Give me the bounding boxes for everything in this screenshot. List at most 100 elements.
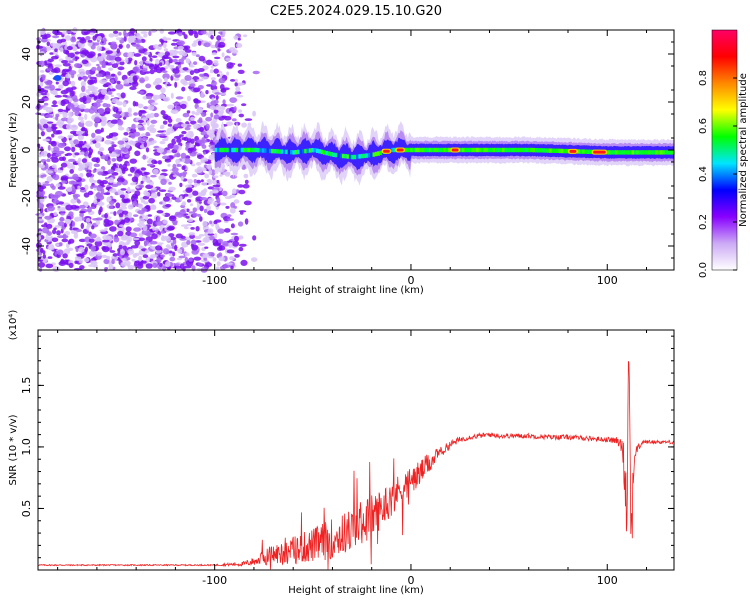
signal-core <box>563 148 567 154</box>
noise-blob <box>47 152 51 158</box>
noise-blob <box>121 210 129 215</box>
figure-title: C2E5.2024.029.15.10.G20 <box>270 4 442 19</box>
noise-blob <box>132 237 140 241</box>
noise-blob <box>183 157 191 164</box>
noise-blob <box>222 30 226 36</box>
noise-blob <box>138 255 143 262</box>
signal-core <box>558 148 562 154</box>
noise-blob <box>59 47 64 53</box>
y-tick-label: 0.5 <box>20 500 33 518</box>
noise-blob <box>225 205 230 209</box>
noise-blob <box>157 216 161 223</box>
noise-blob <box>77 116 84 121</box>
noise-blob <box>192 212 198 217</box>
noise-blob <box>200 131 208 136</box>
signal-core <box>530 147 534 153</box>
noise-blob <box>191 51 197 57</box>
noise-blob <box>54 95 62 98</box>
noise-blob <box>108 177 114 184</box>
signal-core <box>275 149 279 154</box>
noise-blob <box>78 104 86 110</box>
noise-blob <box>79 172 84 178</box>
noise-blob <box>90 185 99 188</box>
noise-blob <box>193 123 199 130</box>
signal-core <box>348 154 352 159</box>
noise-blob <box>196 79 204 82</box>
noise-blob <box>180 152 187 159</box>
noise-blob <box>62 68 70 72</box>
signal-core <box>648 150 651 155</box>
colorbar-gradient <box>711 29 738 271</box>
noise-blob <box>177 45 184 51</box>
noise-blob <box>87 39 93 43</box>
noise-blob <box>183 193 189 197</box>
noise-blob <box>115 202 121 209</box>
noise-blob <box>82 76 89 80</box>
signal-core <box>365 153 369 158</box>
noise-blob <box>38 164 46 169</box>
signal-core <box>259 148 263 153</box>
noise-blob <box>227 214 232 217</box>
noise-blob <box>57 135 64 139</box>
noise-blob <box>47 205 55 212</box>
noise-blob <box>53 67 61 74</box>
noise-blob <box>38 189 46 196</box>
noise-blob <box>61 180 68 184</box>
signal-core <box>393 147 397 153</box>
noise-blob <box>217 238 224 243</box>
signal-core <box>414 147 418 153</box>
noise-blob <box>118 163 123 170</box>
noise-blob <box>172 102 181 105</box>
noise-blob <box>168 58 173 64</box>
noise-blob <box>138 184 144 189</box>
noise-blob <box>101 254 108 259</box>
noise-blob <box>93 199 98 205</box>
noise-blob <box>216 261 221 267</box>
noise-blob <box>44 215 52 220</box>
noise-blob <box>228 47 236 52</box>
noise-blob <box>74 143 83 148</box>
signal-core <box>268 148 272 154</box>
noise-blob <box>89 141 94 145</box>
noise-blob <box>70 124 79 131</box>
noise-blob <box>108 33 115 38</box>
noise-blob <box>55 152 62 157</box>
noise-blob <box>119 194 125 199</box>
signal-core <box>551 148 555 153</box>
noise-blob <box>182 113 190 118</box>
noise-blob <box>160 254 165 258</box>
noise-blob <box>76 229 82 232</box>
noise-blob <box>85 120 93 127</box>
x-tick-label: 100 <box>597 274 618 287</box>
noise-blob <box>102 239 110 243</box>
noise-blob <box>127 248 135 255</box>
signal-core <box>233 147 237 153</box>
noise-blob <box>173 135 182 139</box>
noise-blob <box>162 54 169 59</box>
noise-blob <box>140 180 144 184</box>
noise-blob <box>134 252 140 257</box>
noise-blob <box>237 184 244 188</box>
noise-blob <box>41 36 48 40</box>
noise-blob <box>119 220 126 226</box>
noise-blob <box>238 189 246 195</box>
noise-blob <box>129 158 138 164</box>
noise-blob <box>68 180 77 185</box>
noise-blob <box>170 92 174 99</box>
signal-core <box>226 147 230 153</box>
signal-core <box>447 147 451 153</box>
noise-blob <box>207 251 215 257</box>
noise-blob <box>134 39 142 44</box>
noise-blob <box>86 172 92 177</box>
noise-blob <box>46 176 53 182</box>
signal-core <box>294 150 298 155</box>
signal-peak <box>396 148 404 152</box>
noise-blob <box>195 143 200 147</box>
signal-core <box>544 148 548 153</box>
noise-blob <box>118 43 123 50</box>
noise-blob <box>204 161 212 165</box>
noise-blob <box>99 147 105 152</box>
noise-blob <box>134 101 139 107</box>
snr-y-multiplier: (x10⁴) <box>8 310 19 341</box>
